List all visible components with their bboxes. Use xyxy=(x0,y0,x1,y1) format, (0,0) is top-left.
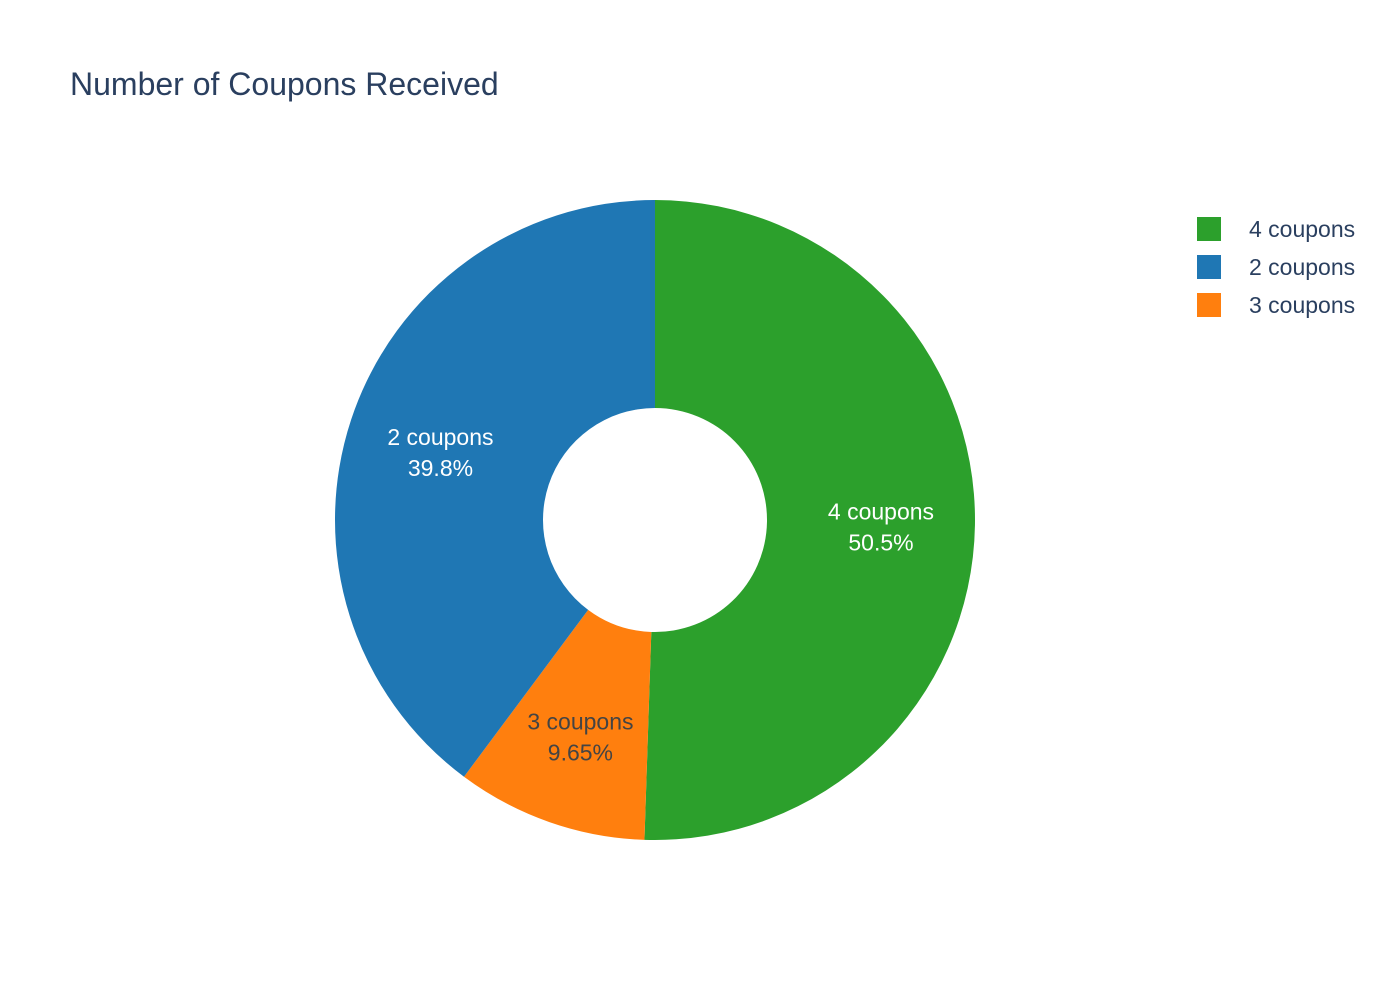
legend-swatch xyxy=(1197,293,1221,317)
slice-2-coupons[interactable] xyxy=(334,200,655,777)
legend-item-2-coupons[interactable]: 2 coupons xyxy=(1197,248,1355,286)
legend-swatch xyxy=(1197,255,1221,279)
slice-3-coupons[interactable] xyxy=(463,609,652,840)
legend-item-3-coupons[interactable]: 3 coupons xyxy=(1197,286,1355,324)
chart-title: Number of Coupons Received xyxy=(70,66,499,102)
labels-group: 4 coupons 50.5% 3 coupons 9.65% 2 coupons 39.… xyxy=(387,424,934,765)
legend: 4 coupons 2 coupons 3 coupons xyxy=(1197,210,1355,324)
slice-name-label: 2 coupons xyxy=(387,424,493,450)
legend-swatch xyxy=(1197,217,1221,241)
slice-4-coupons[interactable] xyxy=(644,199,976,840)
slice-percent-label: 9.65% xyxy=(548,739,613,765)
legend-item-4-coupons[interactable]: 4 coupons xyxy=(1197,210,1355,248)
slice-percent-label: 50.5% xyxy=(848,530,913,556)
slice-name-label: 3 coupons xyxy=(527,708,633,734)
legend-label: 4 coupons xyxy=(1249,215,1356,242)
legend-label: 2 coupons xyxy=(1249,253,1356,280)
slice-percent-label: 39.8% xyxy=(408,455,473,481)
legend-label: 3 coupons xyxy=(1249,291,1356,318)
slice-name-label: 4 coupons xyxy=(828,499,934,525)
slices-group xyxy=(334,199,976,840)
